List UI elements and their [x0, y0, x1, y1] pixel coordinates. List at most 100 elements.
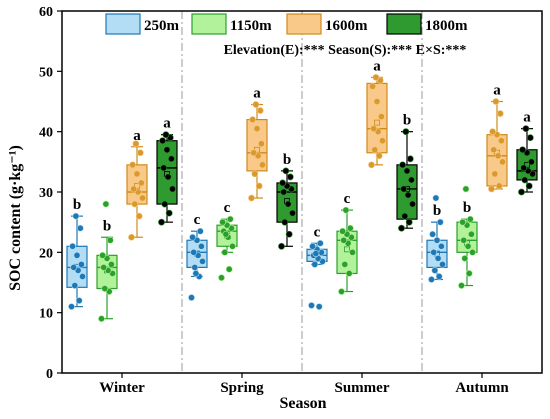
data-point: [432, 194, 440, 202]
data-point: [465, 270, 473, 277]
box-iqr: [366, 82, 388, 154]
data-point: [164, 173, 172, 181]
data-point: [315, 303, 323, 311]
data-point: [163, 146, 171, 154]
data-point: [71, 282, 79, 289]
data-point: [222, 230, 230, 238]
y-tick-label: 30: [39, 186, 53, 201]
significance-letter: b: [73, 197, 81, 213]
data-point: [433, 236, 441, 244]
data-point: [197, 242, 205, 250]
data-point: [521, 176, 529, 184]
data-point: [428, 276, 435, 283]
x-category-label: Spring: [220, 380, 264, 396]
box-1150m-Autumn: b: [456, 185, 478, 289]
y-tick-label: 0: [46, 367, 53, 382]
data-point: [489, 128, 496, 136]
legend-label: 1150m: [230, 18, 272, 34]
significance-letter: a: [133, 128, 141, 144]
data-point: [377, 113, 385, 120]
data-point: [199, 257, 206, 265]
data-point: [75, 297, 83, 304]
box-250m-Spring: c: [186, 212, 208, 301]
data-point: [459, 218, 466, 226]
data-point: [522, 125, 530, 133]
box-250m-Winter: b: [66, 197, 88, 311]
data-point: [131, 200, 139, 208]
data-point: [251, 170, 259, 178]
data-point: [368, 161, 375, 169]
box-1150m-Spring: c: [216, 200, 238, 282]
data-point: [158, 218, 165, 226]
data-point: [76, 224, 84, 232]
significance-letter: a: [493, 83, 501, 99]
data-point: [162, 131, 170, 139]
mean-marker: [344, 246, 350, 253]
data-point: [528, 158, 535, 166]
data-point: [430, 248, 438, 256]
data-point: [405, 218, 413, 226]
data-point: [349, 248, 356, 256]
y-tick-label: 50: [39, 65, 53, 80]
significance-letter: b: [283, 152, 291, 168]
data-point: [79, 273, 86, 280]
significance-letter: a: [523, 110, 531, 126]
data-point: [461, 254, 469, 262]
data-point: [494, 152, 502, 160]
data-point: [130, 185, 138, 193]
data-point: [467, 230, 475, 238]
legend-item-1800m: 1800m: [386, 13, 468, 35]
data-point: [284, 200, 292, 208]
legend-swatch: [286, 13, 322, 35]
data-point: [409, 200, 416, 208]
significance-letter: b: [403, 113, 411, 129]
data-point: [526, 134, 534, 142]
legend-swatch: [191, 13, 227, 35]
data-point: [73, 251, 81, 259]
data-point: [161, 200, 169, 208]
y-tick-label: 10: [39, 307, 53, 322]
box-1800m-Autumn: a: [516, 110, 538, 196]
data-point: [429, 230, 436, 238]
data-point: [229, 242, 236, 250]
x-category-label: Summer: [335, 380, 390, 396]
data-point: [226, 215, 234, 223]
data-point: [137, 179, 145, 187]
data-point: [464, 242, 472, 250]
data-point: [435, 273, 443, 280]
significance-letter: c: [314, 224, 321, 240]
data-point: [469, 248, 476, 256]
data-point: [225, 265, 233, 273]
box-1800m-Winter: a: [156, 116, 178, 226]
data-point: [399, 161, 406, 169]
data-point: [312, 250, 320, 257]
data-point: [404, 191, 412, 199]
data-point: [191, 264, 199, 271]
box-1600m-Spring: a: [246, 86, 268, 202]
data-point: [370, 125, 378, 133]
box-250m-Autumn: b: [426, 194, 448, 283]
box-1800m-Summer: b: [396, 113, 418, 232]
data-point: [133, 170, 141, 178]
data-point: [289, 209, 296, 217]
significance-letter: b: [103, 218, 111, 234]
box-1600m-Autumn: a: [486, 83, 508, 193]
data-point: [496, 110, 504, 117]
data-point: [219, 218, 226, 226]
data-point: [499, 158, 506, 166]
data-point: [139, 194, 146, 202]
data-point: [100, 264, 108, 271]
data-point: [466, 215, 474, 223]
legend-swatch: [105, 13, 141, 35]
x-axis-title: Season: [279, 395, 326, 412]
data-point: [520, 164, 528, 172]
box-250m-Summer: c: [306, 224, 328, 311]
data-point: [128, 233, 135, 241]
data-point: [257, 140, 265, 148]
data-point: [190, 248, 198, 256]
data-point: [458, 282, 465, 289]
significance-letter: c: [224, 200, 231, 216]
legend-label: 1600m: [325, 18, 368, 34]
data-point: [286, 173, 294, 181]
data-point: [196, 227, 204, 235]
